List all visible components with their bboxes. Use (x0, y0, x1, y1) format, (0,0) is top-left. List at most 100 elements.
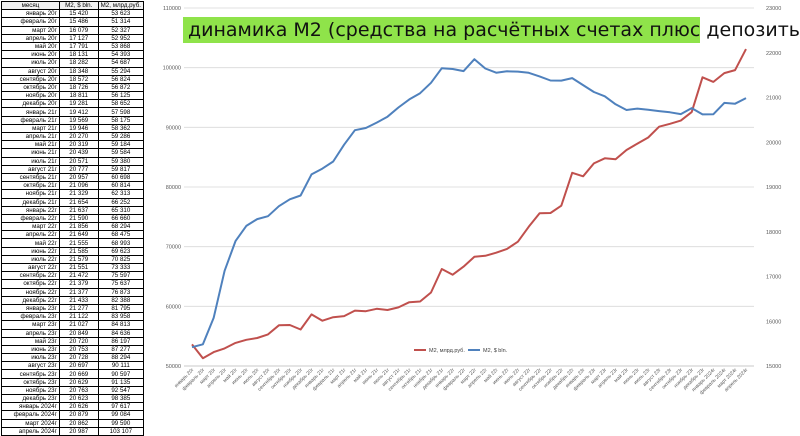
table-row: июль 22г 21 579 70 825 (1, 254, 145, 265)
cell-m2-rub: 59 584 (97, 148, 145, 158)
table-row: август 22г 21 551 73 333 (1, 262, 145, 273)
cell-month: апрель 23г (1, 328, 60, 338)
cell-month: апрель 2024г (1, 426, 60, 436)
chart-title: динамика M2 (средства на расчётных счета… (183, 17, 800, 43)
cell-m2-rub: 56 824 (97, 74, 145, 84)
cell-month: март 23г (1, 320, 60, 330)
cell-m2-usd: 20 728 (58, 353, 99, 363)
cell-month: август 20г (1, 66, 60, 76)
cell-m2-rub: 76 873 (97, 287, 145, 297)
cell-m2-rub: 52 952 (97, 33, 145, 43)
cell-m2-rub: 81 795 (97, 303, 145, 314)
cell-month: январь 22г (1, 205, 60, 215)
cell-m2-usd: 21 637 (58, 205, 99, 215)
cell-m2-rub: 59 286 (97, 131, 145, 142)
right-axis-tick-label: 16000 (766, 319, 781, 325)
table-row: август 23г 20 697 90 111 (1, 361, 145, 371)
cell-month: апрель 22г (1, 230, 60, 240)
cell-month: март 2024г (1, 418, 60, 428)
cell-month: август 21г (1, 164, 60, 174)
cell-month: февраль 22г (1, 213, 60, 224)
table-row: январь 23г 21 277 81 795 (1, 303, 145, 314)
cell-m2-rub: 53 623 (97, 9, 145, 19)
table-row: февраль 2024г 20 879 99 084 (1, 410, 145, 420)
cell-m2-rub: 103 107 (97, 426, 145, 436)
table-row: декабрь 22г 21 433 82 388 (1, 295, 145, 305)
cell-m2-rub: 59 184 (97, 140, 145, 150)
cell-m2-usd: 19 412 (58, 107, 99, 117)
table-row: март 23г 21 027 84 813 (1, 320, 145, 330)
cell-m2-rub: 68 993 (97, 238, 145, 248)
table-row: ноябрь 21г 21 329 62 313 (1, 189, 145, 199)
left-axis-tick-label: 60000 (166, 304, 181, 310)
table-row: май 22г 21 555 68 993 (1, 238, 145, 248)
cell-month: сентябрь 20г (1, 74, 60, 84)
table-row: сентябрь 21г 20 957 60 698 (1, 172, 145, 183)
table-header-row: месяц M2, $ bln. M2, млрд.руб. (1, 0, 145, 11)
table-row: сентябрь 22г 21 472 75 597 (1, 271, 145, 281)
table-row: ноябрь 22г 21 377 76 873 (1, 287, 145, 297)
cell-m2-rub: 90 111 (97, 361, 145, 371)
cell-month: декабрь 22г (1, 295, 60, 305)
cell-m2-usd: 18 726 (58, 82, 99, 93)
cell-m2-usd: 18 282 (58, 58, 99, 68)
table-row: апрель 2024г 20 987 103 107 (1, 426, 145, 436)
cell-m2-rub: 73 333 (97, 262, 145, 273)
right-axis-tick-label: 17000 (766, 275, 781, 281)
cell-m2-rub: 70 825 (97, 254, 145, 265)
m2-line-chart: 50000 60000 70000 80000 90000 100000 110000 150… (163, 6, 782, 396)
cell-month: январь 23г (1, 303, 60, 314)
table-row: ноябрь 20г 18 811 56 125 (1, 91, 145, 101)
cell-month: декабрь 21г (1, 197, 60, 207)
cell-month: январь 2024г (1, 402, 60, 412)
table-row: июль 20г 18 282 54 687 (1, 58, 145, 68)
cell-m2-usd: 20 763 (58, 385, 99, 396)
cell-m2-rub: 62 313 (97, 189, 145, 199)
cell-m2-usd: 20 862 (58, 418, 99, 428)
cell-m2-rub: 65 310 (97, 205, 145, 215)
cell-month: июль 21г (1, 156, 60, 166)
right-axis-tick-label: 21000 (766, 96, 781, 102)
table-row: июль 21г 20 571 59 380 (1, 156, 145, 166)
table-body: январь 20г 15 420 53 623 февраль 20г 15 486 5… (1, 9, 145, 436)
cell-m2-rub: 98 385 (97, 393, 145, 404)
cell-m2-rub: 87 277 (97, 344, 145, 355)
cell-month: май 23г (1, 336, 60, 346)
cell-m2-usd: 20 623 (58, 393, 99, 404)
cell-month: май 20г (1, 41, 60, 52)
header-m2-usd: M2, $ bln. (58, 0, 99, 11)
cell-m2-rub: 66 660 (97, 213, 145, 224)
cell-m2-rub: 58 175 (97, 115, 145, 125)
cell-m2-usd: 20 439 (58, 148, 99, 158)
table-row: июль 23г 20 728 88 294 (1, 353, 145, 363)
cell-m2-rub: 88 294 (97, 353, 145, 363)
cell-m2-rub: 99 084 (97, 410, 145, 420)
cell-month: март 21г (1, 123, 60, 134)
table-row: октябрь 20г 18 726 56 872 (1, 82, 145, 93)
cell-month: декабрь 20г (1, 99, 60, 109)
table-row: январь 21г 19 412 57 598 (1, 107, 145, 117)
cell-m2-rub: 84 636 (97, 328, 145, 338)
table-row: январь 2024г 20 626 97 617 (1, 402, 145, 412)
table-row: февраль 20г 15 486 51 314 (1, 17, 145, 27)
cell-m2-usd: 20 957 (58, 172, 99, 183)
cell-m2-rub: 66 252 (97, 197, 145, 207)
cell-month: ноябрь 22г (1, 287, 60, 297)
cell-m2-usd: 16 079 (58, 25, 99, 35)
cell-m2-rub: 68 294 (97, 222, 145, 232)
cell-month: декабрь 23г (1, 393, 60, 404)
cell-m2-usd: 20 879 (58, 410, 99, 420)
cell-m2-usd: 21 551 (58, 262, 99, 273)
table-row: июнь 21г 20 439 59 584 (1, 148, 145, 158)
cell-m2-usd: 21 579 (58, 254, 99, 265)
cell-month: август 22г (1, 262, 60, 273)
cell-m2-rub: 91 135 (97, 377, 145, 387)
cell-m2-rub: 54 687 (97, 58, 145, 68)
cell-month: июль 20г (1, 58, 60, 68)
table-row: февраль 23г 21 122 83 958 (1, 312, 145, 322)
cell-month: март 20г (1, 25, 60, 35)
right-axis-tick-label: 18000 (766, 230, 781, 236)
cell-month: сентябрь 21г (1, 172, 60, 183)
cell-m2-rub: 75 637 (97, 279, 145, 289)
table-row: январь 20г 15 420 53 623 (1, 9, 145, 19)
